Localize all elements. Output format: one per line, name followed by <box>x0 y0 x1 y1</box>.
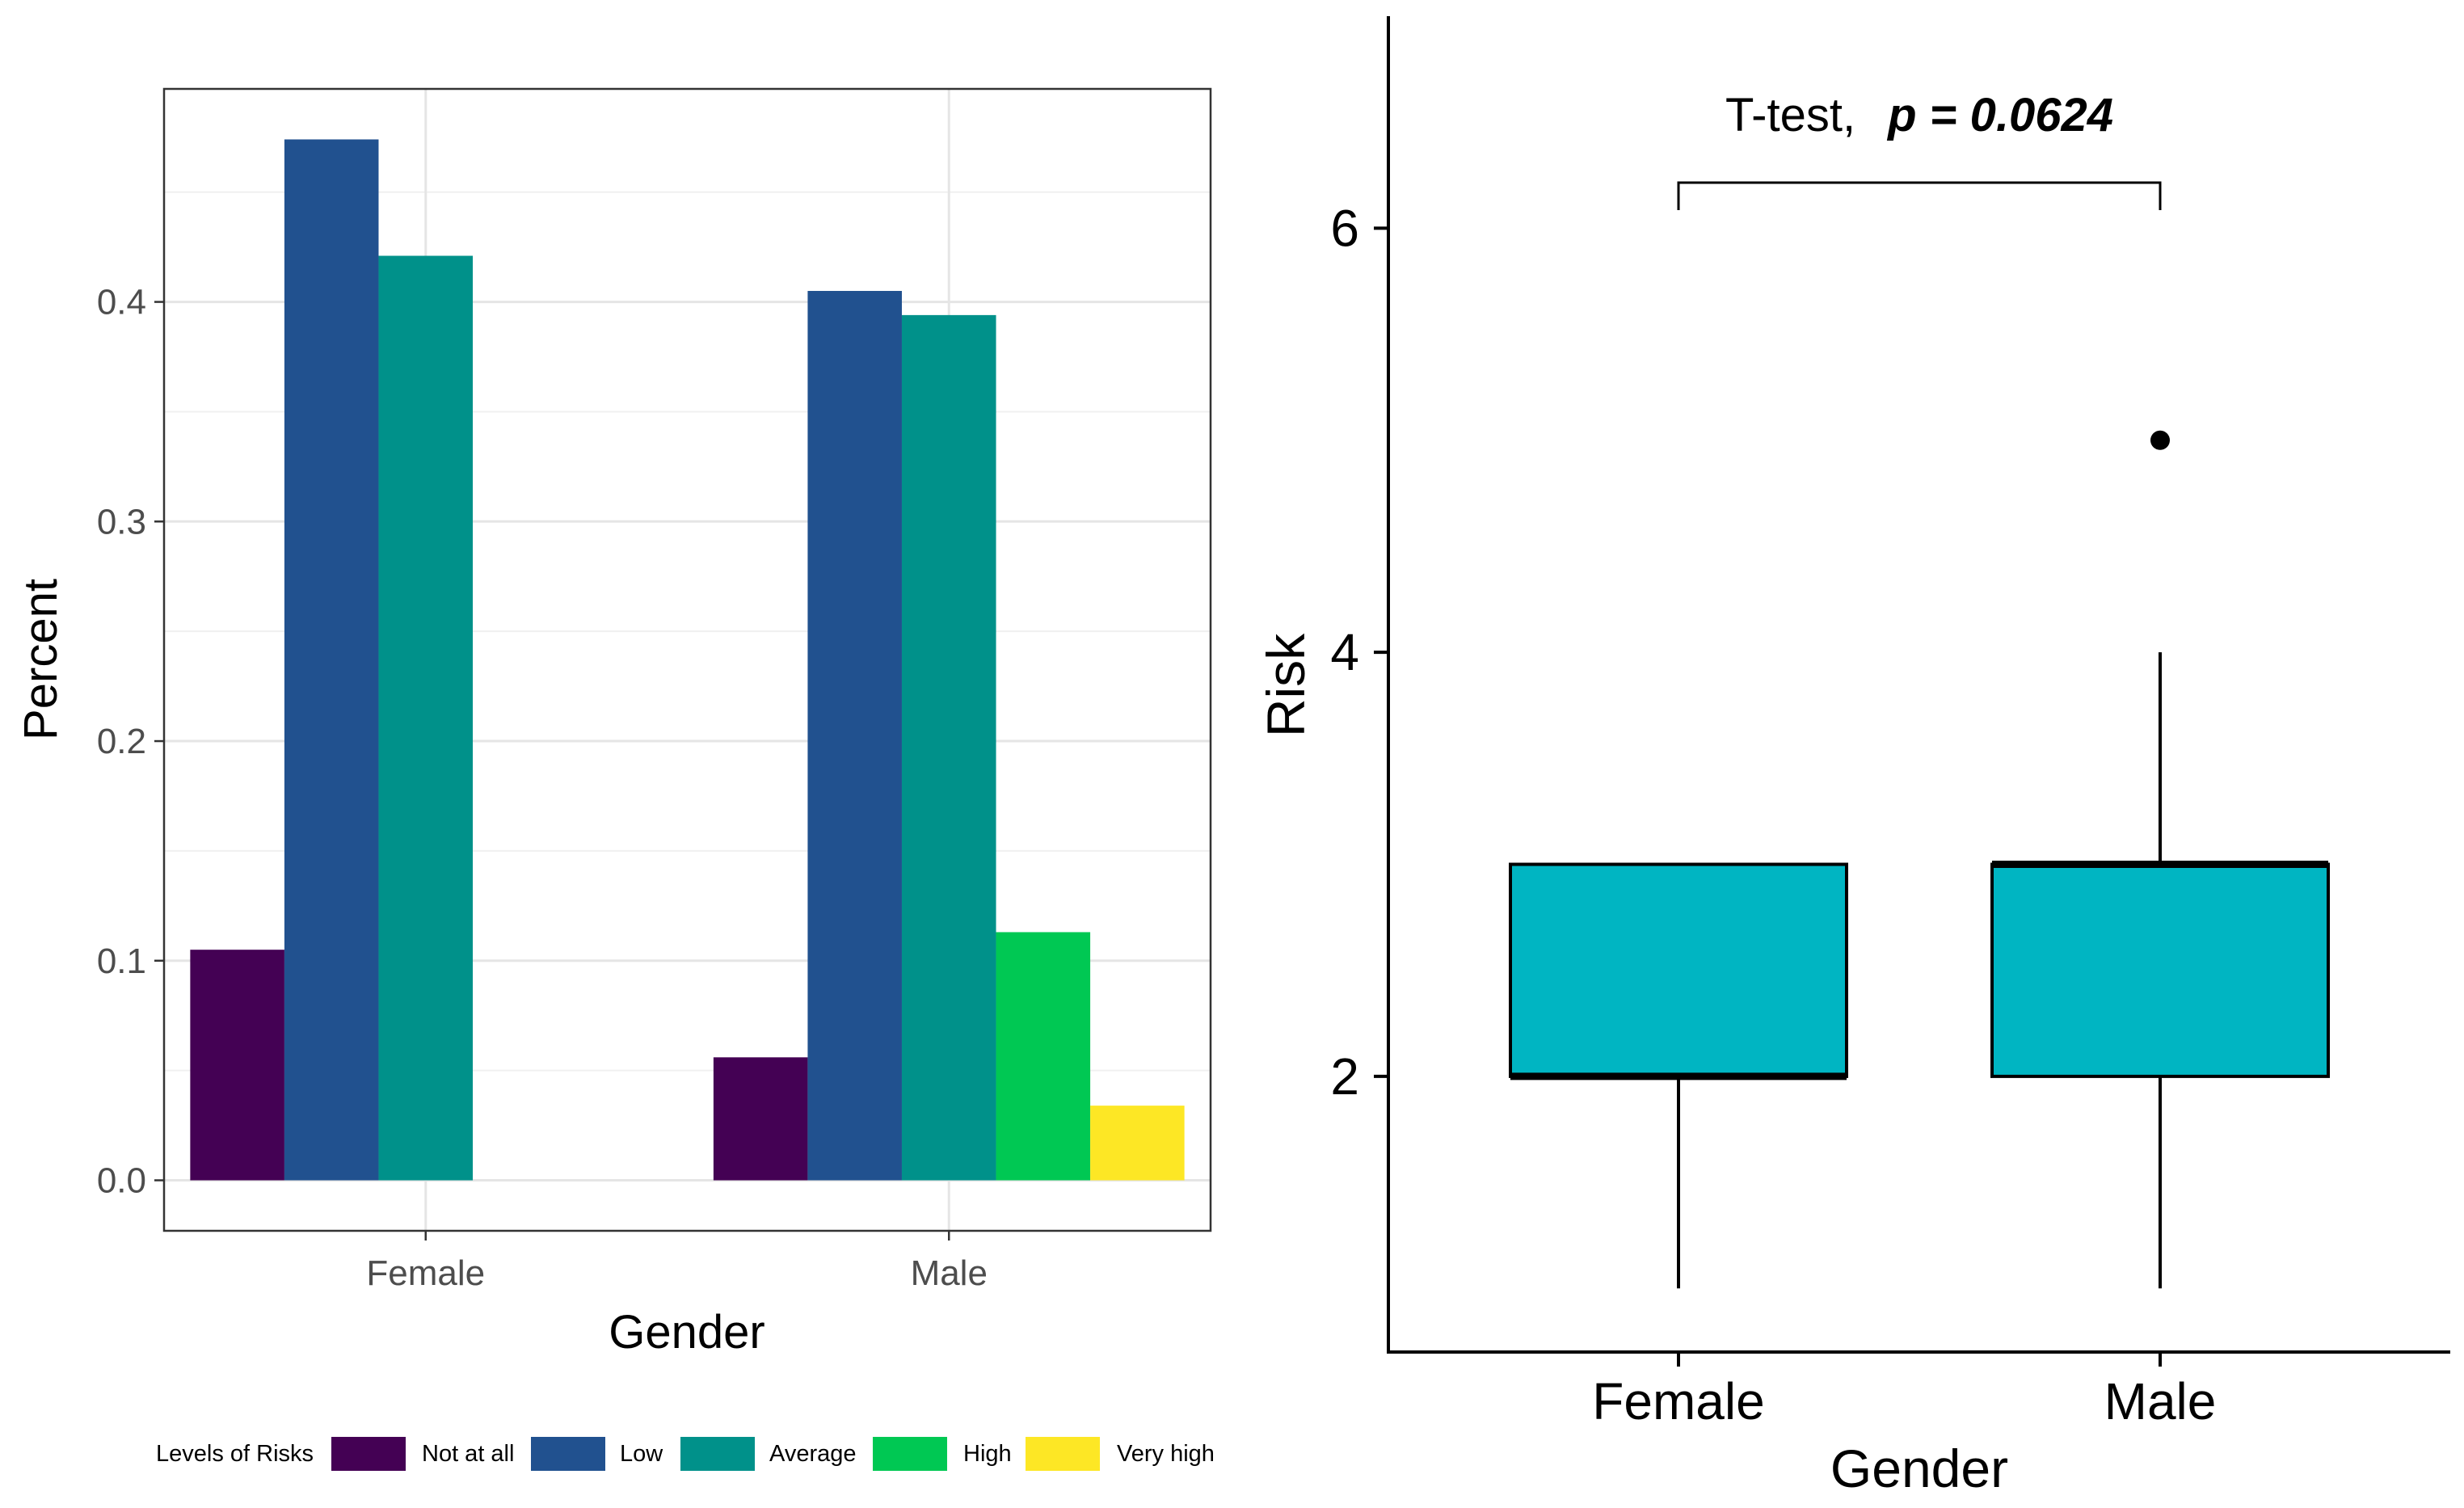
box-y-axis-title: Risk <box>1256 633 1316 737</box>
bar-y-axis-title: Percent <box>15 579 67 740</box>
bar-y-tick-label: 0.1 <box>97 941 146 981</box>
box-x-tick-label-female: Female <box>1592 1372 1764 1430</box>
bar-average-female <box>378 255 474 1181</box>
legend-title: Levels of Risks <box>156 1441 314 1467</box>
bar-legend: Levels of Risks Not at all Low Average High… <box>156 1437 1215 1471</box>
bar-y-tick-label: 0.2 <box>97 722 146 761</box>
bar-y-tick-label: 0.4 <box>97 283 146 322</box>
bar-not-at-all-male <box>713 1057 808 1181</box>
p-value: p = 0.0624 <box>1886 89 2113 141</box>
bar-average-male <box>901 314 996 1181</box>
box-axes <box>1387 16 2450 1354</box>
box-x-tick-label-male: Male <box>2104 1372 2217 1430</box>
legend-key-average <box>680 1437 755 1471</box>
bar-y-ticks: 0.0 0.1 0.2 0.3 0.4 <box>97 283 146 1201</box>
bar-x-axis-title: Gender <box>609 1306 764 1358</box>
bar-y-tick-label: 0.0 <box>97 1161 146 1201</box>
box-y-tick-marks <box>1374 226 1388 1078</box>
legend-key-not-at-all <box>331 1437 406 1471</box>
bar-y-tick-label: 0.3 <box>97 502 146 541</box>
box-y-tick-label: 2 <box>1330 1047 1359 1106</box>
bar-high-male <box>996 932 1091 1181</box>
box-y-tick-label: 6 <box>1330 199 1359 257</box>
box-female <box>1509 862 1848 1078</box>
legend-label-average: Average <box>769 1441 857 1467</box>
bar-very-high-male <box>1090 1106 1185 1181</box>
bar-not-at-all-female <box>190 950 284 1181</box>
bar-chart: 0.0 0.1 0.2 0.3 0.4 Female Male Gender P… <box>15 87 1215 1471</box>
bar-x-tick-marks <box>424 1231 950 1241</box>
bar-x-tick-label-female: Female <box>366 1253 485 1293</box>
box-male <box>1990 862 2330 1078</box>
box-y-ticks: 2 4 6 <box>1330 199 1359 1106</box>
bar-low-female <box>284 139 379 1181</box>
significance-annotation: T-test, p = 0.0624 <box>1725 89 2113 141</box>
box-marks <box>1509 430 2330 1289</box>
bar-marks <box>190 139 1185 1181</box>
bar-x-tick-label-male: Male <box>911 1253 988 1293</box>
bar-y-tick-marks <box>154 301 164 1182</box>
test-name: T-test, <box>1725 89 1855 141</box>
significance-bracket <box>1677 181 2162 210</box>
legend-label-high: High <box>963 1441 1012 1467</box>
outlier-point-male <box>2150 430 2170 450</box>
legend-key-very-high <box>1026 1437 1100 1471</box>
box-y-tick-label: 4 <box>1330 623 1359 681</box>
box-x-axis-title: Gender <box>1830 1438 2008 1498</box>
bar-panel-border <box>162 87 1212 1232</box>
box-x-tick-marks <box>1677 1352 2162 1367</box>
legend-label-not-at-all: Not at all <box>422 1441 514 1467</box>
legend-key-high <box>873 1437 947 1471</box>
legend-label-low: Low <box>620 1441 663 1467</box>
bar-low-male <box>807 290 902 1181</box>
legend-label-very-high: Very high <box>1117 1441 1215 1467</box>
legend-key-low <box>531 1437 605 1471</box>
box-chart: 2 4 6 Female Male Gender Risk T-test, p =… <box>1256 16 2450 1498</box>
